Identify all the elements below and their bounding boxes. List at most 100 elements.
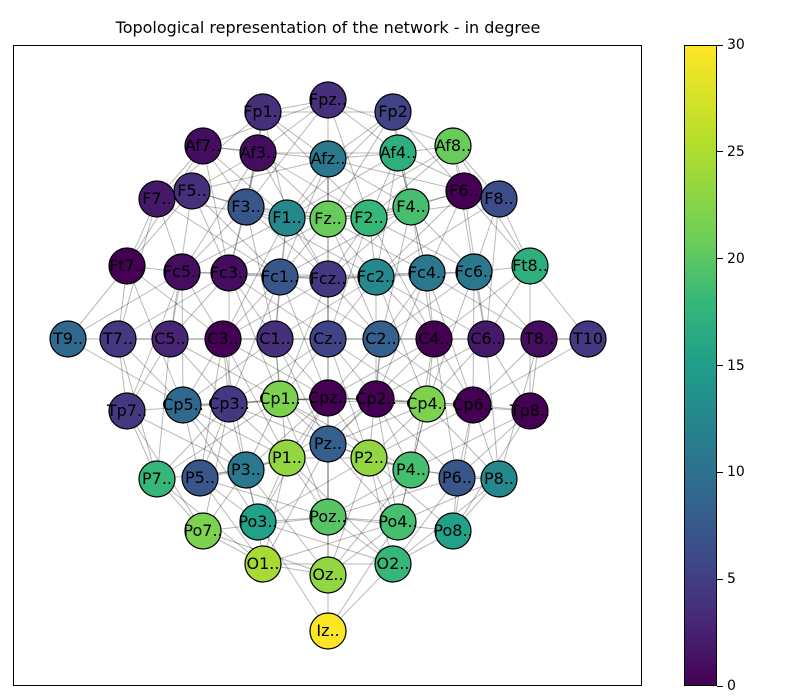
node-af7: Af7.. [184, 127, 222, 165]
node-circle [99, 320, 137, 358]
node-circle [434, 127, 472, 165]
node-label: C4.. [418, 329, 450, 348]
node-cpz: Cpz.. [308, 379, 348, 417]
node-label: F2.. [354, 208, 384, 227]
node-circle [455, 253, 493, 291]
node-label: Af4.. [380, 143, 416, 162]
node-circle [309, 379, 347, 417]
edge [375, 190, 465, 278]
edge [156, 198, 281, 278]
node-f4: F4.. [392, 188, 430, 226]
node-label: Tp8.. [509, 401, 550, 420]
edge [262, 443, 329, 565]
node-label: Fcz.. [310, 269, 347, 288]
edge [245, 469, 329, 576]
node-c4: C4.. [415, 320, 453, 358]
edge [279, 398, 428, 405]
node-fcz: Fcz.. [309, 260, 347, 298]
node-circle [511, 247, 549, 285]
node-circle [350, 199, 388, 237]
node-oz: Oz.. [309, 556, 347, 594]
node-label: Fc1.. [261, 267, 299, 286]
node-circle [256, 320, 294, 358]
node-circle [392, 188, 430, 226]
node-t8: T8.. [520, 320, 558, 358]
edge [257, 152, 370, 219]
edge [202, 403, 230, 532]
node-cp5: Cp5.. [162, 386, 204, 424]
node-circle [445, 172, 483, 210]
node-circle [164, 386, 202, 424]
node-circle [379, 134, 417, 172]
edge [117, 272, 230, 340]
node-circle [309, 200, 347, 238]
edge [156, 398, 281, 480]
node-layer: Fp1.. Fpz.. Fp2 Af7.. Af3.. Afz.. Af4.. Af8.. F7… [49, 81, 607, 650]
node-circle [173, 172, 211, 210]
edge [327, 99, 370, 219]
node-label: Cp1.. [259, 389, 301, 408]
node-circle [49, 320, 87, 358]
edge [433, 265, 531, 340]
colorbar-tick-label: 20 [727, 250, 745, 267]
edge [228, 272, 377, 278]
node-label: Po3.. [238, 512, 277, 531]
node-circle [261, 258, 299, 296]
node-ft8: Ft8.. [511, 247, 549, 285]
node-label: P4.. [396, 460, 426, 479]
node-p5: P5.. [181, 459, 219, 497]
edge [426, 272, 540, 340]
node-circle [438, 459, 476, 497]
node-p4: P4.. [392, 451, 430, 489]
node-label: P1.. [272, 448, 302, 467]
node-label: Cpz.. [308, 388, 348, 407]
colorbar-tick-label: 5 [727, 571, 736, 588]
edge [67, 338, 184, 406]
node-label: P2.. [354, 448, 384, 467]
node-label: Fc3.. [210, 263, 248, 282]
edge [169, 338, 281, 400]
colorbar-tick [717, 685, 723, 687]
edge [245, 206, 377, 278]
edge [472, 338, 589, 406]
node-circle [261, 380, 299, 418]
node-circle [309, 260, 347, 298]
node-label: C3.. [207, 329, 239, 348]
node-o2: O2.. [374, 545, 412, 583]
colorbar-tick [717, 258, 723, 260]
node-label: Cz.. [313, 329, 343, 348]
plot-area [13, 45, 642, 686]
edge [327, 477, 458, 518]
edge [327, 469, 412, 576]
node-c2: C2.. [362, 320, 400, 358]
edge [485, 198, 500, 340]
chart-title: Topological representation of the networ… [115, 18, 541, 37]
edge [228, 338, 329, 405]
node-f6: F6.. [445, 172, 483, 210]
edge [286, 152, 399, 219]
node-circle [204, 320, 242, 358]
edge [410, 410, 531, 471]
node-circle [163, 253, 201, 291]
node-circle [480, 460, 518, 498]
node-f2: F2.. [350, 199, 388, 237]
node-c5: C5.. [151, 320, 189, 358]
node-f5: F5.. [173, 172, 211, 210]
edge [279, 276, 382, 340]
node-circle [108, 392, 146, 430]
edge [485, 338, 500, 480]
node-tp7: Tp7.. [106, 392, 147, 430]
node-label: Pz.. [314, 434, 342, 453]
edge [245, 206, 276, 340]
node-label: T8.. [523, 329, 554, 348]
node-label: Fc6.. [455, 262, 493, 281]
node-label: Fpz.. [309, 90, 347, 109]
node-label: Cp4.. [406, 394, 448, 413]
node-fc2: Fc2.. [357, 258, 395, 296]
node-label: Af3.. [240, 143, 276, 162]
edge [279, 276, 329, 399]
node-circle [210, 385, 248, 423]
node-circle [374, 545, 412, 583]
node-label: Cp2.. [355, 389, 397, 408]
edge [327, 218, 382, 340]
